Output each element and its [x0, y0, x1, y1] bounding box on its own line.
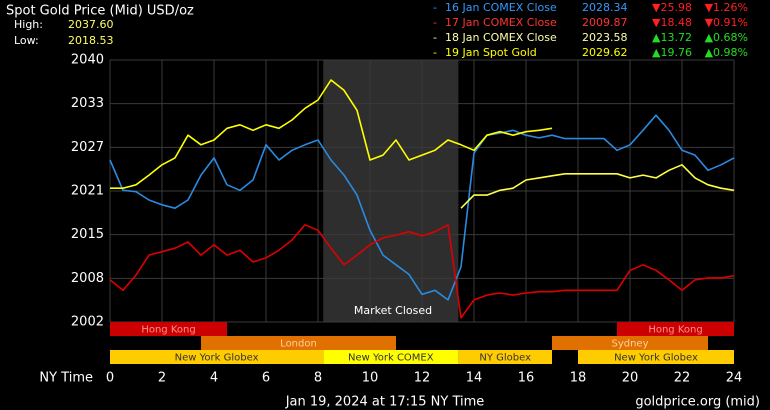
session-bar — [110, 350, 324, 364]
low-value: 2018.53 — [68, 34, 114, 47]
legend-last: 2028.34 — [582, 1, 628, 14]
high-value: 2037.60 — [68, 18, 114, 31]
high-label: High: — [14, 18, 43, 31]
legend-last: 2009.87 — [582, 16, 628, 29]
low-label: Low: — [14, 34, 39, 47]
x-axis-label: NY Time — [39, 371, 93, 386]
chart-title: Spot Gold Price (Mid) USD/oz — [6, 4, 194, 19]
legend-change-pct: ▼0.91% — [705, 16, 748, 29]
y-tick-label: 2002 — [71, 315, 104, 330]
price-line — [109, 114, 735, 301]
y-tick-label: 2015 — [71, 227, 104, 242]
x-tick-label: 0 — [106, 371, 114, 386]
session-bar — [323, 350, 459, 364]
session-label: Sydney — [611, 339, 648, 350]
session-label: Hong Kong — [648, 325, 702, 336]
legend-marker: - — [433, 31, 437, 44]
legend-change: ▲19.76 — [652, 46, 692, 59]
legend-last: 2023.58 — [582, 31, 628, 44]
y-tick-label: 2008 — [71, 271, 104, 286]
session-label: New York Globex — [175, 353, 259, 364]
x-tick-label: 24 — [726, 371, 743, 386]
x-tick-label: 20 — [622, 371, 639, 386]
session-bar — [201, 336, 396, 350]
price-line — [460, 164, 735, 209]
x-tick-label: 22 — [674, 371, 691, 386]
x-tick-label: 8 — [314, 371, 322, 386]
price-line — [109, 224, 735, 319]
legend-marker: - — [433, 16, 437, 29]
legend-entry: 18 Jan COMEX Close — [445, 31, 557, 44]
x-tick-label: 18 — [570, 371, 587, 386]
x-tick-label: 16 — [518, 371, 535, 386]
legend-change-pct: ▲0.68% — [705, 31, 748, 44]
session-bar — [617, 322, 734, 336]
legend-entry: 19 Jan Spot Gold — [445, 46, 537, 59]
session-bar — [458, 350, 552, 364]
session-label: New York COMEX — [348, 353, 434, 364]
session-bar — [110, 322, 227, 336]
session-bar — [578, 350, 734, 364]
session-bar — [552, 336, 708, 350]
legend-change: ▼25.98 — [652, 1, 692, 14]
y-tick-label: 2033 — [71, 96, 104, 111]
price-line — [110, 79, 553, 189]
x-tick-label: 4 — [210, 371, 218, 386]
x-tick-label: 14 — [466, 371, 483, 386]
x-tick-label: 10 — [362, 371, 379, 386]
legend-change-pct: ▲0.98% — [705, 46, 748, 59]
legend-entry: 17 Jan COMEX Close — [445, 16, 557, 29]
y-tick-label: 2040 — [71, 53, 104, 68]
y-tick-label: 2021 — [71, 184, 104, 199]
session-label: Hong Kong — [141, 325, 195, 336]
x-tick-label: 2 — [158, 371, 166, 386]
footer-right: goldprice.org (mid) — [635, 395, 760, 410]
legend-entry: 16 Jan COMEX Close — [445, 1, 557, 14]
x-tick-label: 6 — [262, 371, 270, 386]
session-label: London — [280, 339, 317, 350]
session-label: NY Globex — [479, 353, 531, 364]
legend-change-pct: ▼1.26% — [705, 1, 748, 14]
legend-change: ▲13.72 — [652, 31, 692, 44]
legend-marker: - — [433, 46, 437, 59]
x-tick-label: 12 — [414, 371, 431, 386]
legend-last: 2029.62 — [582, 46, 628, 59]
session-label: New York Globex — [614, 353, 698, 364]
legend-marker: - — [433, 1, 437, 14]
legend-change: ▼18.48 — [652, 16, 692, 29]
annotation: Market Closed — [354, 304, 432, 317]
footer-left: Jan 19, 2024 at 17:15 NY Time — [285, 395, 485, 410]
y-tick-label: 2027 — [71, 140, 104, 155]
